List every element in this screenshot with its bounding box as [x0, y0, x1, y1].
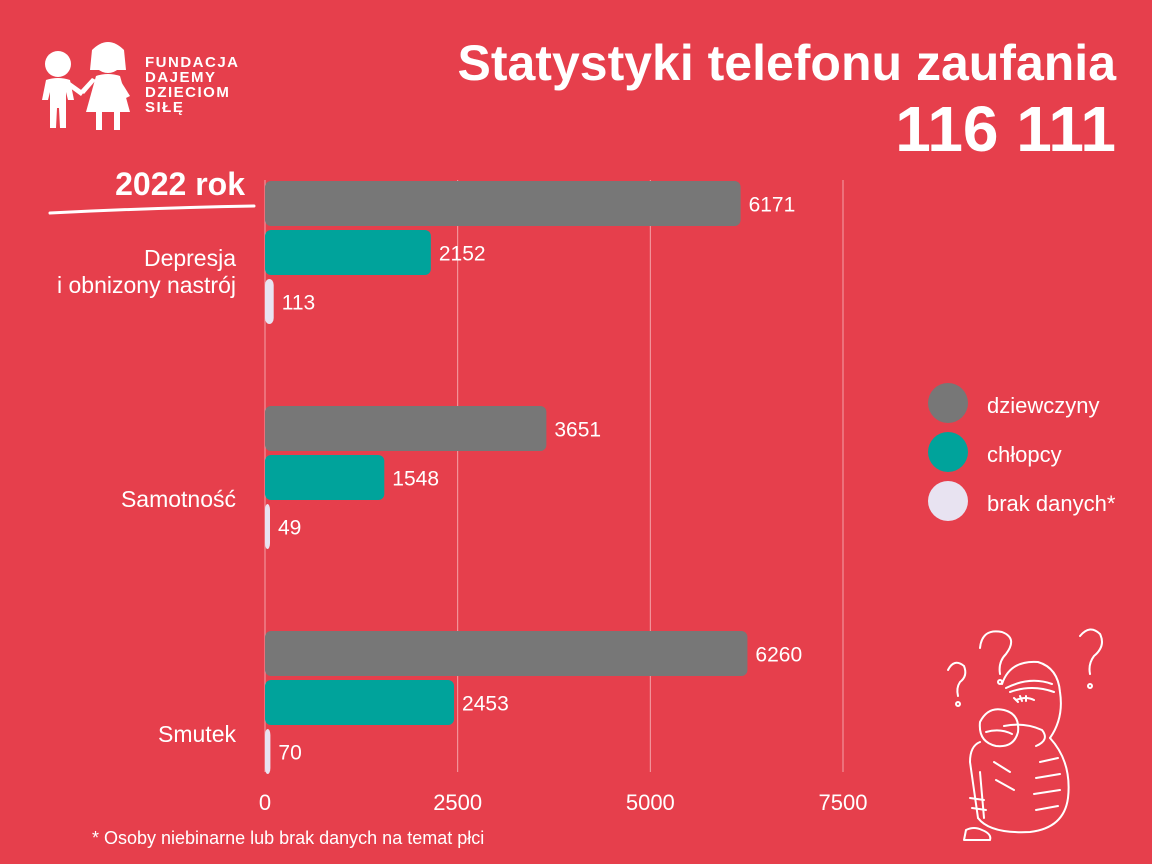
x-tick-label: 7500 [819, 790, 868, 815]
bar-value-label: 2152 [439, 243, 486, 266]
foundation-logo: FUNDACJA DAJEMY DZIECIOM SIŁĘ [30, 36, 270, 136]
bar-value-label: 49 [278, 517, 301, 540]
footnote: * Osoby niebinarne lub brak danych na te… [92, 828, 485, 848]
logo-line: DZIECIOM [145, 84, 231, 101]
sad-person-illustration-icon [947, 628, 1103, 841]
legend-label: chłopcy [987, 442, 1062, 467]
chart-subtitle: 116 111 [895, 93, 1116, 165]
bar-value-label: 113 [282, 292, 315, 315]
category-label: Smutek [158, 721, 236, 747]
bar-value-label: 6260 [755, 644, 802, 667]
bar-value-label: 2453 [462, 693, 509, 716]
bar [265, 504, 270, 549]
logo-line: SIŁĘ [145, 99, 185, 116]
bar [265, 230, 431, 275]
bar [265, 729, 271, 774]
legend-label: brak danych* [987, 491, 1116, 516]
legend-swatch-dziewczyny [928, 383, 968, 423]
bar-value-label: 1548 [392, 468, 439, 491]
period-label: 2022 rok [115, 166, 245, 202]
bar-value-label: 3651 [554, 419, 601, 442]
bar [265, 406, 547, 451]
period-underline [48, 204, 256, 215]
bar [265, 680, 455, 725]
legend-swatch-chlopcy [928, 432, 968, 472]
chart-title: Statystyki telefonu zaufania [457, 35, 1117, 91]
children-logo-icon [42, 42, 130, 130]
bar-value-label: 6171 [749, 194, 796, 217]
legend-label: dziewczyny [987, 393, 1100, 418]
bar [265, 631, 748, 676]
category-label: Samotność [120, 486, 236, 512]
bar [265, 181, 741, 226]
logo-line: FUNDACJA [145, 54, 240, 71]
logo-text: FUNDACJA DAJEMY DZIECIOM SIŁĘ [145, 55, 240, 115]
bar-value-label: 70 [278, 742, 301, 765]
bar [265, 279, 274, 324]
bar [265, 455, 385, 500]
x-tick-label: 5000 [626, 790, 675, 815]
logo-line: DAJEMY [145, 69, 217, 86]
legend-swatch-brak-danych [928, 481, 968, 521]
category-label: Depresja i obnizony nastrój [57, 245, 236, 298]
x-tick-label: 2500 [433, 790, 482, 815]
x-tick-label: 0 [259, 790, 271, 815]
